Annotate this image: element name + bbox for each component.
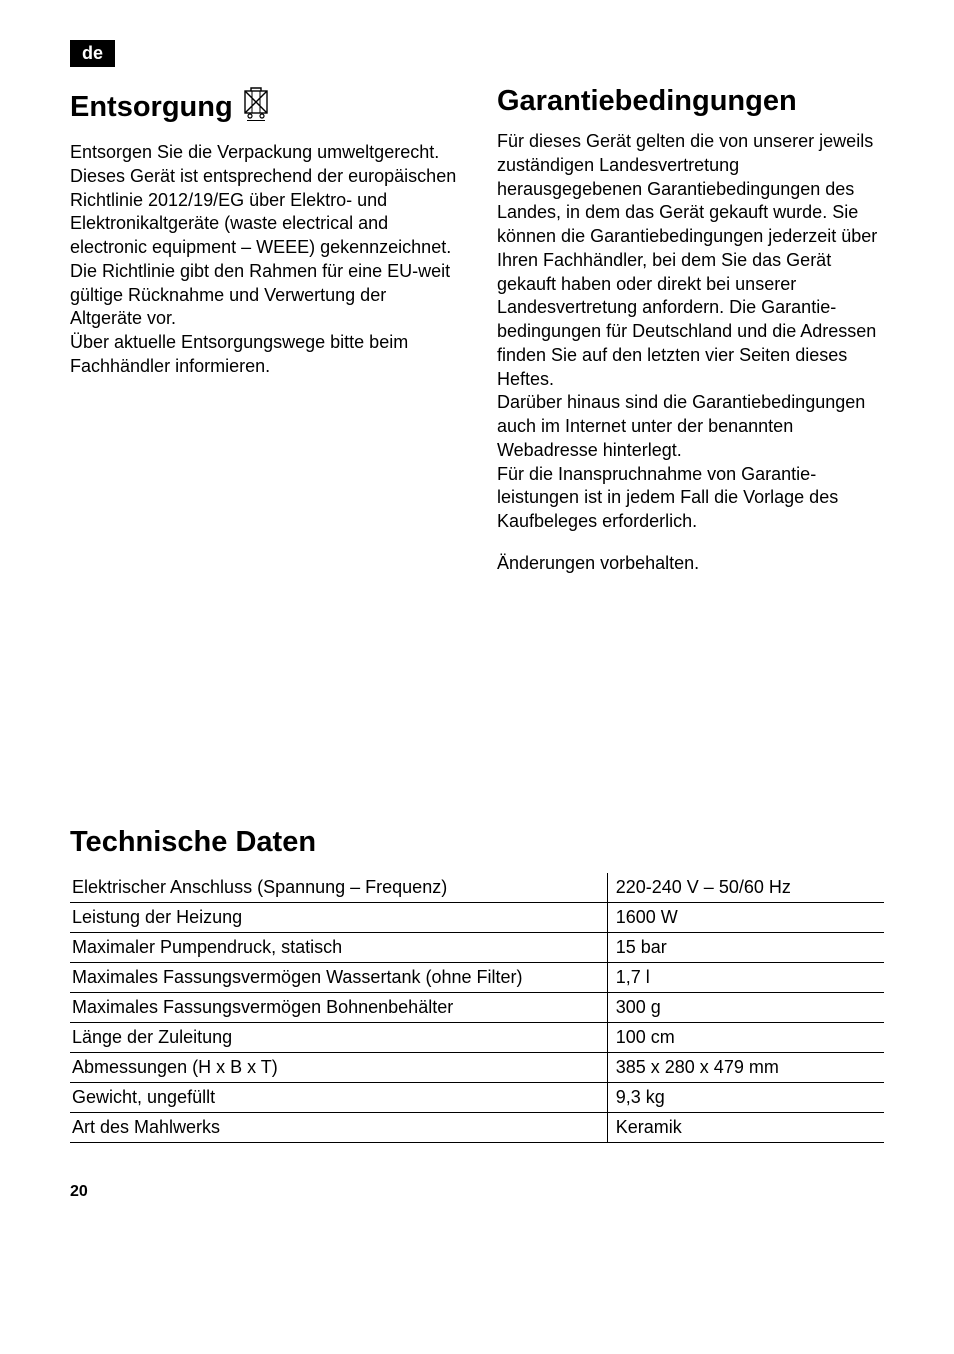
- spec-label: Elektrischer Anschluss (Spannung – Frequ…: [70, 873, 607, 903]
- disposal-paragraph: Entsorgen Sie die Verpackung umwelt­gere…: [70, 141, 457, 260]
- disposal-paragraph: Über aktuelle Entsorgungswege bitte beim…: [70, 331, 457, 379]
- warranty-footer: Änderungen vorbehalten.: [497, 552, 884, 576]
- spec-label: Länge der Zuleitung: [70, 1022, 607, 1052]
- warranty-paragraph: Darüber hinaus sind die Garantie­bedingu…: [497, 391, 884, 462]
- spec-label: Abmessungen (H x B x T): [70, 1052, 607, 1082]
- table-row: Maximales Fassungsvermögen Bohnenbehälte…: [70, 992, 884, 1022]
- technical-data-tbody: Elektrischer Anschluss (Spannung – Frequ…: [70, 873, 884, 1143]
- spec-value: 1,7 l: [607, 962, 884, 992]
- spec-label: Leistung der Heizung: [70, 902, 607, 932]
- spec-value: 100 cm: [607, 1022, 884, 1052]
- table-row: Maximales Fassungsvermögen Wassertank (o…: [70, 962, 884, 992]
- spec-label: Maximales Fassungsvermögen Bohnenbehälte…: [70, 992, 607, 1022]
- language-badge: de: [70, 40, 115, 67]
- warranty-paragraph: Für dieses Gerät gelten die von unserer …: [497, 130, 884, 391]
- warranty-paragraph: Für die Inanspruchnahme von Garantie­lei…: [497, 463, 884, 534]
- table-row: Maximaler Pumpendruck, statisch15 bar: [70, 932, 884, 962]
- table-row: Abmessungen (H x B x T)385 x 280 x 479 m…: [70, 1052, 884, 1082]
- two-column-layout: Entsorgung Entsorgen: [70, 85, 884, 576]
- warranty-heading-text: Garantiebedingungen: [497, 85, 797, 118]
- disposal-heading: Entsorgung: [70, 85, 457, 129]
- spec-label: Maximales Fassungsvermögen Wassertank (o…: [70, 962, 607, 992]
- table-row: Art des MahlwerksKeramik: [70, 1112, 884, 1142]
- spec-label: Art des Mahlwerks: [70, 1112, 607, 1142]
- disposal-paragraph: Die Richtlinie gibt den Rahmen für eine …: [70, 260, 457, 331]
- table-row: Länge der Zuleitung100 cm: [70, 1022, 884, 1052]
- page-container: de Entsorgung: [0, 0, 954, 1231]
- table-row: Gewicht, ungefüllt9,3 kg: [70, 1082, 884, 1112]
- spec-value: 220-240 V – 50/60 Hz: [607, 873, 884, 903]
- right-column: Garantiebedingungen Für dieses Gerät gel…: [497, 85, 884, 576]
- spec-value: 300 g: [607, 992, 884, 1022]
- spec-value: 9,3 kg: [607, 1082, 884, 1112]
- spec-value: 385 x 280 x 479 mm: [607, 1052, 884, 1082]
- warranty-heading: Garantiebedingungen: [497, 85, 884, 118]
- spec-value: Keramik: [607, 1112, 884, 1142]
- table-row: Elektrischer Anschluss (Spannung – Frequ…: [70, 873, 884, 903]
- spec-value: 1600 W: [607, 902, 884, 932]
- spec-label: Gewicht, ungefüllt: [70, 1082, 607, 1112]
- table-row: Leistung der Heizung1600 W: [70, 902, 884, 932]
- spec-value: 15 bar: [607, 932, 884, 962]
- left-column: Entsorgung Entsorgen: [70, 85, 457, 576]
- page-number: 20: [70, 1183, 884, 1201]
- technical-data-table: Elektrischer Anschluss (Spannung – Frequ…: [70, 873, 884, 1143]
- technical-data-heading: Technische Daten: [70, 826, 884, 859]
- disposal-heading-text: Entsorgung: [70, 91, 233, 124]
- spec-label: Maximaler Pumpendruck, statisch: [70, 932, 607, 962]
- technical-data-section: Technische Daten Elektrischer Anschluss …: [70, 826, 884, 1143]
- disposal-body: Entsorgen Sie die Verpackung umwelt­gere…: [70, 141, 457, 379]
- weee-bin-icon: [241, 85, 271, 129]
- warranty-body: Für dieses Gerät gelten die von unserer …: [497, 130, 884, 576]
